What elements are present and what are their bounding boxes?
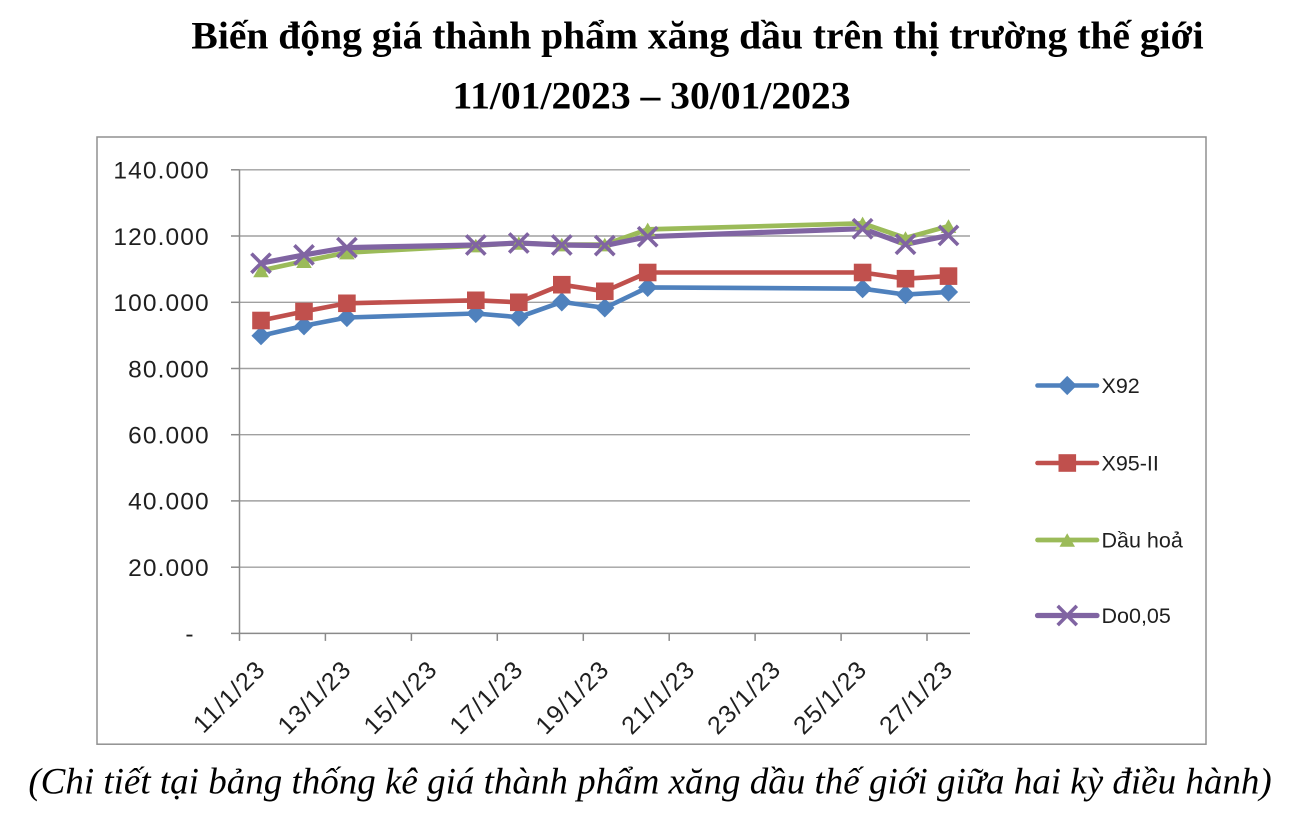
svg-text:X92: X92 bbox=[1102, 374, 1140, 398]
svg-text:60.000: 60.000 bbox=[128, 423, 210, 450]
svg-text:(Chi tiết tại bảng thống kê gi: (Chi tiết tại bảng thống kê giá thành ph… bbox=[28, 762, 1271, 803]
svg-text:11/01/2023 – 30/01/2023: 11/01/2023 – 30/01/2023 bbox=[452, 74, 850, 118]
svg-text:X95-II: X95-II bbox=[1102, 452, 1159, 476]
svg-text:100.000: 100.000 bbox=[113, 290, 209, 317]
svg-text:120.000: 120.000 bbox=[113, 224, 209, 251]
svg-text:40.000: 40.000 bbox=[128, 489, 210, 516]
svg-text:80.000: 80.000 bbox=[128, 356, 210, 383]
svg-text:20.000: 20.000 bbox=[128, 555, 210, 582]
svg-text:Do0,05: Do0,05 bbox=[1102, 604, 1171, 628]
svg-text:-: - bbox=[185, 621, 193, 648]
svg-text:Dầu hoả: Dầu hoả bbox=[1102, 529, 1183, 553]
svg-text:140.000: 140.000 bbox=[113, 158, 209, 185]
svg-text:Biến động giá thành phẩm xăng: Biến động giá thành phẩm xăng dầu trên t… bbox=[191, 14, 1203, 58]
